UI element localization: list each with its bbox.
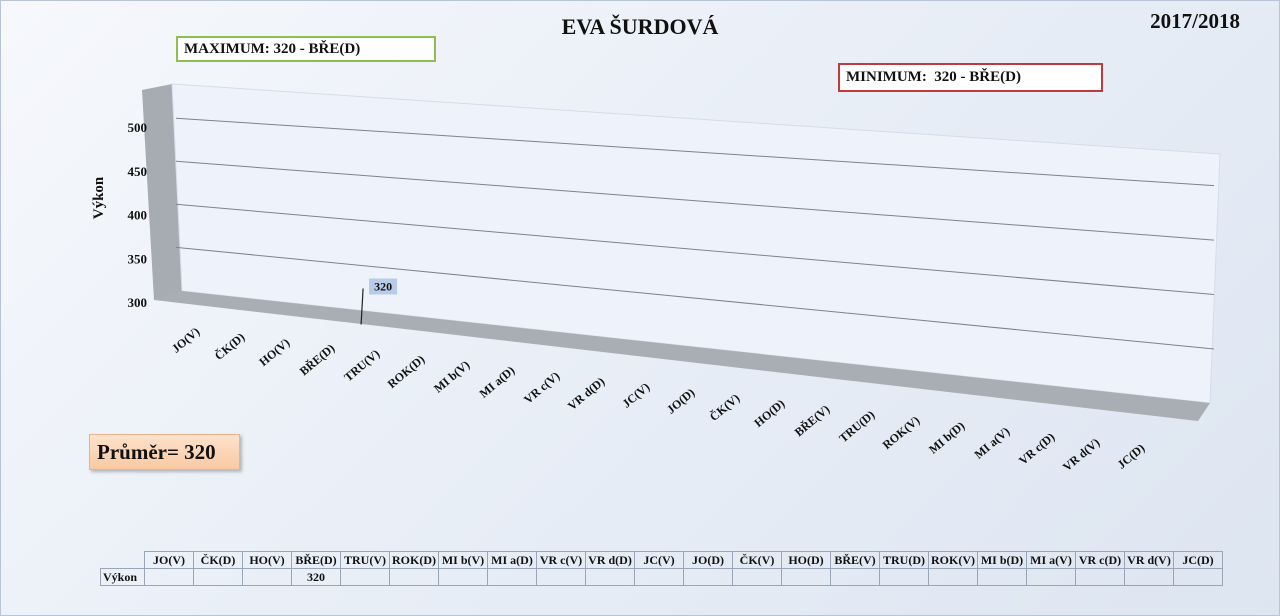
- table-header-cell: ČK(V): [732, 551, 782, 569]
- table-header-cell: ČK(D): [193, 551, 243, 569]
- table-cell: [438, 568, 488, 586]
- x-tick-label: HO(D): [751, 396, 787, 429]
- table-header-cell: JO(D): [683, 551, 733, 569]
- table-cell: [683, 568, 733, 586]
- table-cell: [634, 568, 684, 586]
- table-header-cell: JC(D): [1173, 551, 1223, 569]
- bar-mark: [360, 288, 364, 325]
- x-tick-label: HO(V): [256, 335, 292, 368]
- x-tick-label: JC(D): [1114, 441, 1147, 472]
- table-cell: [193, 568, 243, 586]
- y-tick-label: 300: [128, 295, 148, 310]
- average-box: Průměr= 320: [89, 434, 240, 470]
- table-cell: [1075, 568, 1125, 586]
- x-tick-label: VR d(D): [565, 374, 607, 413]
- minimum-box: MINIMUM: 320 - BŘE(D): [838, 63, 1103, 92]
- table-header-cell: ROK(V): [928, 551, 978, 569]
- x-tick-label: VR c(D): [1016, 430, 1057, 468]
- table-header-cell: JO(V): [144, 551, 194, 569]
- x-tick-label: ČK(D): [212, 330, 248, 363]
- x-tick-label: MI b(D): [926, 419, 967, 457]
- table-header-cell: VR c(D): [1075, 551, 1125, 569]
- data-marks: 320: [360, 278, 398, 325]
- table-cell: [144, 568, 194, 586]
- table-cell: [487, 568, 537, 586]
- x-tick-label: ROK(D): [385, 352, 428, 391]
- season-label: 2017/2018: [1150, 9, 1240, 33]
- table-header-cell: TRU(V): [340, 551, 390, 569]
- table-header-cell: VR d(D): [585, 551, 635, 569]
- x-tick-label: MI b(V): [431, 358, 472, 396]
- table-cell: [732, 568, 782, 586]
- y-tick-label: 400: [128, 208, 148, 223]
- y-tick-label: 500: [128, 120, 148, 135]
- x-tick-label: JO(D): [664, 385, 698, 416]
- table-cell: [1124, 568, 1174, 586]
- x-tick-label: JC(V): [619, 380, 652, 411]
- y-axis-ticks: 500 450 400 350 300: [128, 120, 148, 310]
- table-cell: [781, 568, 831, 586]
- gridline: [175, 160, 1215, 241]
- x-tick-label: TRU(V): [341, 347, 382, 385]
- table-header-cell: HO(D): [781, 551, 831, 569]
- x-tick-label: TRU(D): [836, 408, 877, 446]
- x-tick-label: MI a(V): [972, 424, 1013, 462]
- x-tick-label: VR c(V): [521, 369, 562, 407]
- table-header-cell: BŘE(V): [830, 551, 880, 569]
- table-cell: [1026, 568, 1076, 586]
- gridlines: [175, 117, 1215, 350]
- table-header-cell: MI a(D): [487, 551, 537, 569]
- table-cell: [928, 568, 978, 586]
- gridline: [175, 246, 1215, 350]
- x-tick-label: BŘE(V): [792, 402, 833, 439]
- side-wall: [142, 84, 182, 300]
- table-header-cell: MI a(V): [1026, 551, 1076, 569]
- table-cell: [1173, 568, 1223, 586]
- table-header-cell: BŘE(D): [291, 551, 341, 569]
- x-tick-label: MI a(D): [477, 363, 518, 401]
- x-tick-label: VR d(V): [1060, 435, 1102, 474]
- x-tick-label: JO(V): [169, 324, 203, 355]
- table-header-cell: ROK(D): [389, 551, 439, 569]
- table-row-label: Výkon: [100, 568, 145, 586]
- data-label: 320: [374, 280, 392, 294]
- x-tick-label: ČK(V): [707, 391, 743, 424]
- table-header-cell: TRU(D): [879, 551, 929, 569]
- y-tick-label: 450: [128, 164, 148, 179]
- table-cell: [242, 568, 292, 586]
- table-header-cell: VR c(V): [536, 551, 586, 569]
- table-cell: [536, 568, 586, 586]
- x-tick-label: ROK(V): [880, 413, 923, 452]
- y-axis-label: Výkon: [91, 176, 107, 219]
- gridline: [175, 117, 1215, 187]
- floor: [154, 291, 1210, 421]
- x-tick-label: BŘE(D): [297, 341, 338, 378]
- table-cell: [977, 568, 1027, 586]
- table-header-cell: JC(V): [634, 551, 684, 569]
- y-tick-label: 350: [128, 251, 148, 266]
- table-cell: [585, 568, 635, 586]
- table-cell: [879, 568, 929, 586]
- table-cell: [830, 568, 880, 586]
- table-cell: 320: [291, 568, 341, 586]
- maximum-box: MAXIMUM: 320 - BŘE(D): [176, 36, 436, 62]
- table-header-cell: MI b(V): [438, 551, 488, 569]
- chart-title: EVA ŠURDOVÁ: [561, 14, 719, 39]
- table-header-cell: VR d(V): [1124, 551, 1174, 569]
- table-row: Výkon 320: [100, 568, 1223, 586]
- table-header-row: JO(V) ČK(D) HO(V) BŘE(D) TRU(V) ROK(D) MI b(V)…: [100, 551, 1223, 569]
- table-header-cell: MI b(D): [977, 551, 1027, 569]
- data-label-bg: [369, 278, 398, 295]
- chart-walls: [142, 83, 1221, 421]
- table-cell: [389, 568, 439, 586]
- table-header-cell: HO(V): [242, 551, 292, 569]
- gridline: [175, 203, 1215, 296]
- table-cell: [340, 568, 390, 586]
- data-table: JO(V) ČK(D) HO(V) BŘE(D) TRU(V) ROK(D) MI b(V)…: [100, 551, 1223, 586]
